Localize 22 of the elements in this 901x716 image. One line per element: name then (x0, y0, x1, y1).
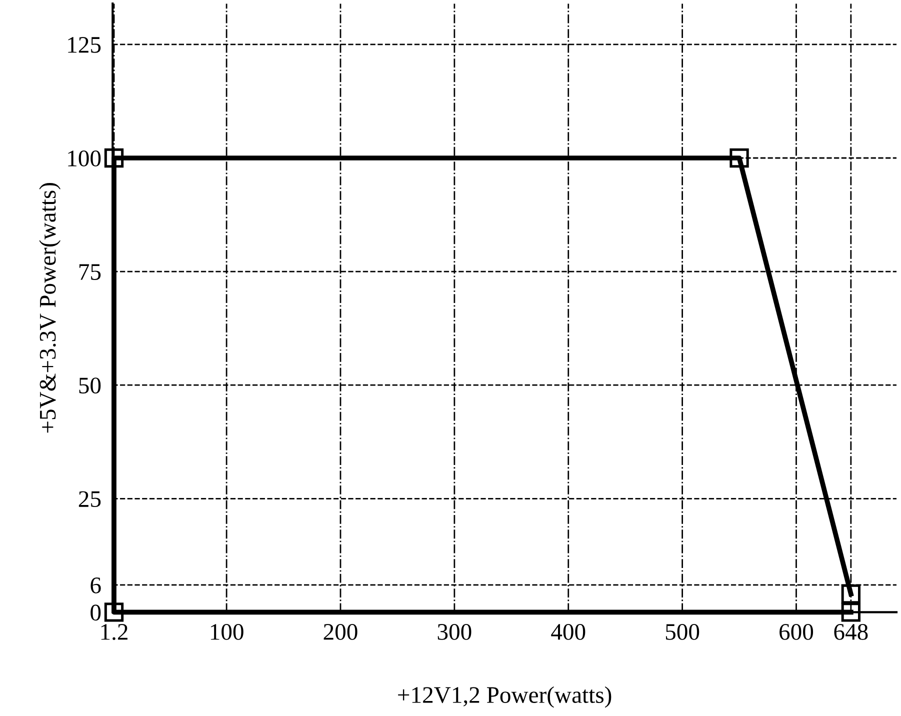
y-tick-label: 75 (79, 264, 101, 280)
point (104, 602, 124, 622)
x-tick-label: 1.2 (101, 624, 128, 640)
y-tick-label: 0 (90, 604, 101, 621)
x-tick-label: 600 (780, 624, 814, 640)
y-tick-label: 125 (68, 37, 101, 53)
y-tick-label: 25 (78, 491, 101, 508)
point (841, 602, 861, 622)
point (730, 148, 749, 168)
x-tick-label: 500 (666, 624, 700, 640)
y-axis-title: +5V&+3.3V Power(watts) (39, 183, 61, 433)
x-tick-label: 200 (324, 624, 358, 640)
x-axis-title: +12V1,2 Power(watts) (398, 686, 612, 708)
y-tick-label: 50 (79, 378, 101, 394)
point (104, 148, 124, 168)
y-tick-label: 100 (68, 150, 101, 166)
x-tick-label: 400 (551, 624, 586, 640)
x-tick-label: 648 (834, 624, 868, 640)
x-tick-label: 300 (438, 624, 472, 640)
point (841, 584, 861, 604)
x-tick-label: 100 (210, 624, 244, 640)
y-tick-label: 6 (90, 577, 101, 594)
